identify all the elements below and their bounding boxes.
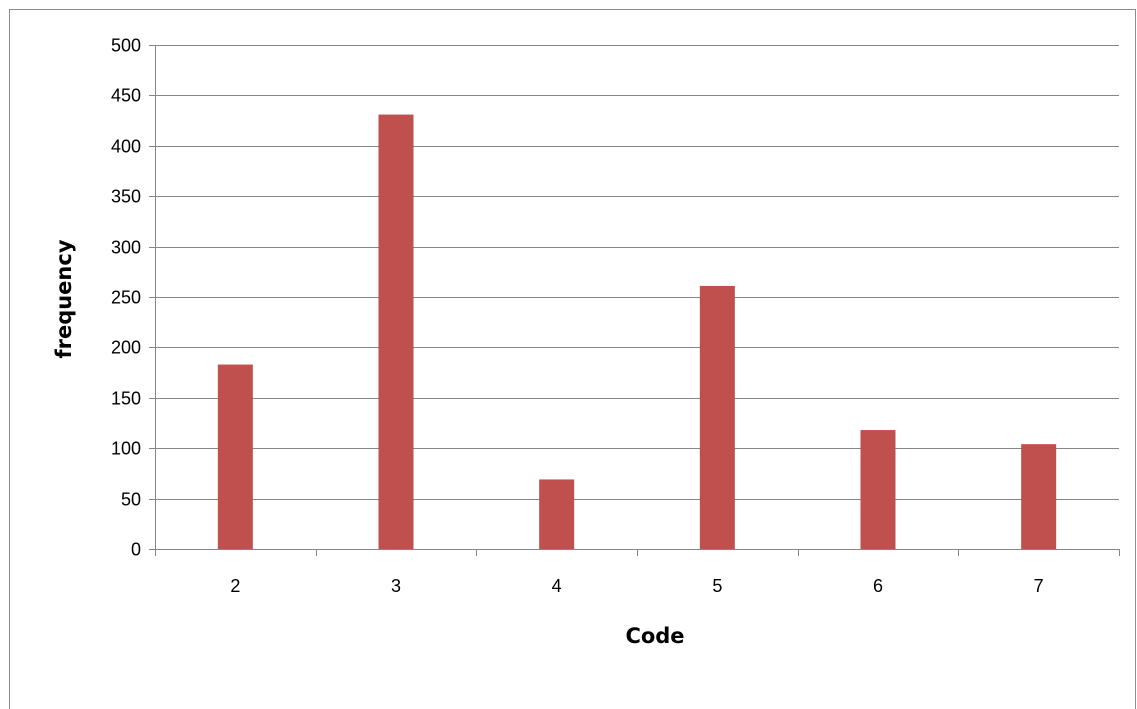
x-tick-label: 5	[712, 576, 722, 596]
chart-frame	[9, 9, 1136, 709]
bars	[217, 114, 1057, 549]
x-tick-label: 4	[552, 576, 562, 596]
bar-6	[860, 430, 896, 549]
bar-2	[217, 364, 253, 549]
y-tick-label: 150	[111, 389, 141, 409]
bar-4	[539, 479, 575, 549]
bar-3	[378, 114, 414, 549]
x-tick-label: 2	[230, 576, 240, 596]
y-tick-label: 500	[111, 36, 141, 56]
tick-labels: 0 50 100 150 200 250 300 350 400 450 500 2 3 4 5 6 7	[111, 36, 1044, 597]
x-tick-label: 7	[1034, 576, 1044, 596]
y-tick-label: 100	[111, 439, 141, 459]
x-tick-label: 6	[873, 576, 883, 596]
x-tick-label: 3	[391, 576, 401, 596]
y-tick-label: 450	[111, 86, 141, 106]
gridlines	[155, 45, 1119, 500]
y-tick-label: 200	[111, 338, 141, 358]
y-axis-title: frequency	[52, 239, 76, 358]
x-axis-title: Code	[625, 624, 684, 648]
y-tick-label: 50	[121, 490, 141, 510]
y-tick-label: 0	[131, 540, 141, 560]
y-tick-label: 350	[111, 187, 141, 207]
y-tick-label: 250	[111, 288, 141, 308]
y-tick-label: 400	[111, 137, 141, 157]
y-tick-label: 300	[111, 238, 141, 258]
bar-chart: 0 50 100 150 200 250 300 350 400 450 500 2 3 4 5 6 7 Cod…	[52, 36, 1120, 648]
bar-5	[699, 285, 735, 549]
axes	[149, 45, 1120, 556]
bar-7	[1021, 444, 1057, 549]
